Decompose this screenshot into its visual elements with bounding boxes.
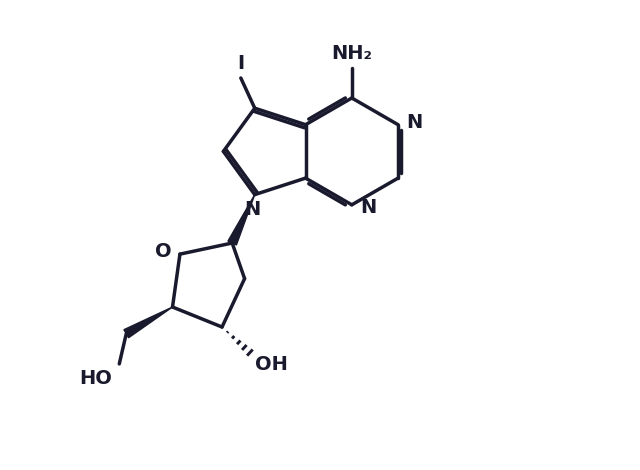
- Text: I: I: [237, 55, 244, 73]
- Polygon shape: [228, 195, 255, 245]
- Text: N: N: [244, 200, 260, 219]
- Text: N: N: [406, 113, 422, 132]
- Text: HO: HO: [79, 368, 112, 388]
- Text: N: N: [360, 197, 376, 217]
- Text: NH₂: NH₂: [332, 44, 372, 63]
- Text: O: O: [155, 243, 172, 261]
- Polygon shape: [124, 307, 173, 338]
- Text: OH: OH: [255, 355, 287, 374]
